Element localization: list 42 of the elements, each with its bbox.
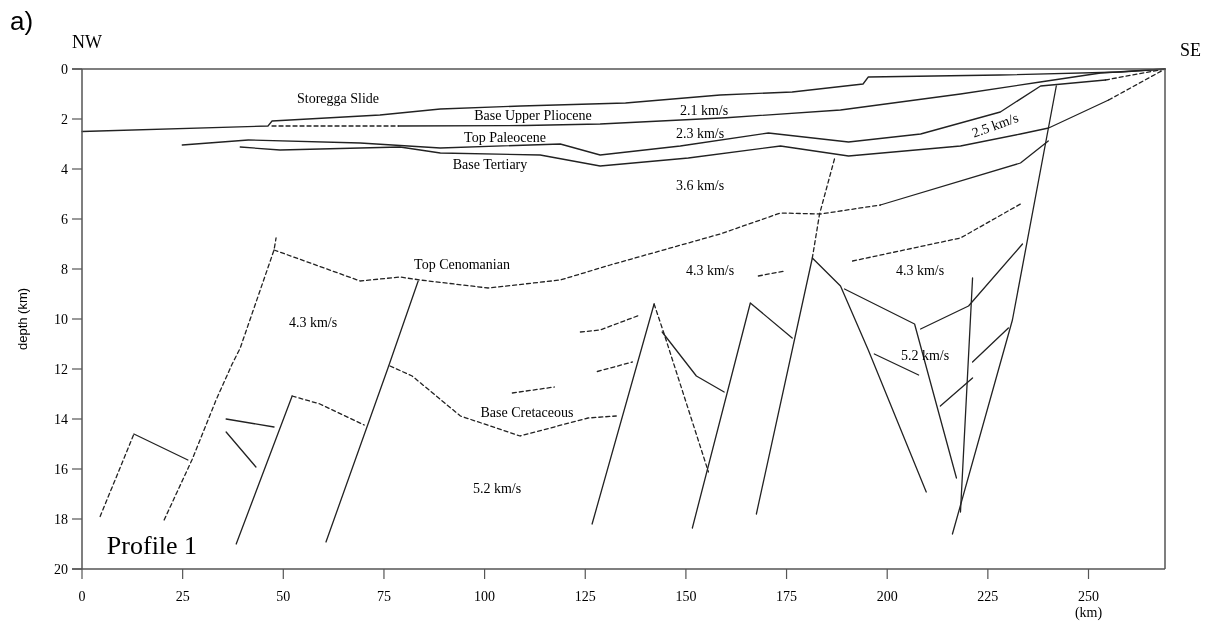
y-tick-label: 18 [54,511,68,527]
y-tick-label: 10 [54,311,68,327]
y-tick-label: 2 [61,111,68,127]
text: a) [10,6,34,36]
annotation: 4.3 km/s [288,314,338,330]
x-tick-label: 125 [574,589,596,604]
y-tick-label: 16 [54,461,68,477]
annotation: Top Cenomanian [414,256,510,272]
annotation: 2.3 km/s [675,125,725,141]
annotation: 3.6 km/s [675,177,725,193]
y-tick-label: 12 [54,361,68,377]
x-tick-label: 25 [175,589,190,604]
x-tick-label: 150 [675,589,697,604]
y-axis-title: depth (km) [15,287,30,351]
x-axis-title: (km) [1074,605,1103,621]
annotation: Base Cretaceous [480,404,574,420]
annotation: Base Upper Pliocene [474,107,592,123]
annotation: Top Paleocene [464,129,546,145]
x-tick-label: 75 [376,589,391,604]
annotation: 2.5 km/s [969,110,1021,141]
y-tick-label: 20 [54,561,68,577]
annotation: Profile 1 [106,531,198,561]
y-tick-label: 8 [61,261,68,277]
annotation: 5.2 km/s [472,480,522,496]
y-tick-label: 14 [54,411,68,427]
x-tick-label: 225 [977,589,999,604]
x-tick-label: 0 [78,589,86,604]
annotation: 4.3 km/s [895,262,945,278]
y-tick-label: 0 [61,61,68,77]
x-tick-label: 250 [1078,589,1100,604]
x-tick-label: 200 [876,589,898,604]
annotation: 2.1 km/s [679,102,729,118]
x-tick-label: 50 [276,589,291,604]
y-tick-label: 6 [61,211,68,227]
annotation: Storegga Slide [296,90,380,106]
text: SE [1180,40,1202,60]
x-tick-label: 175 [776,589,798,604]
annotation: Base Tertiary [452,156,528,172]
text: NW [72,32,102,52]
x-tick-label: 100 [474,589,496,604]
y-tick-label: 4 [61,161,68,177]
annotation: 4.3 km/s [685,262,735,278]
